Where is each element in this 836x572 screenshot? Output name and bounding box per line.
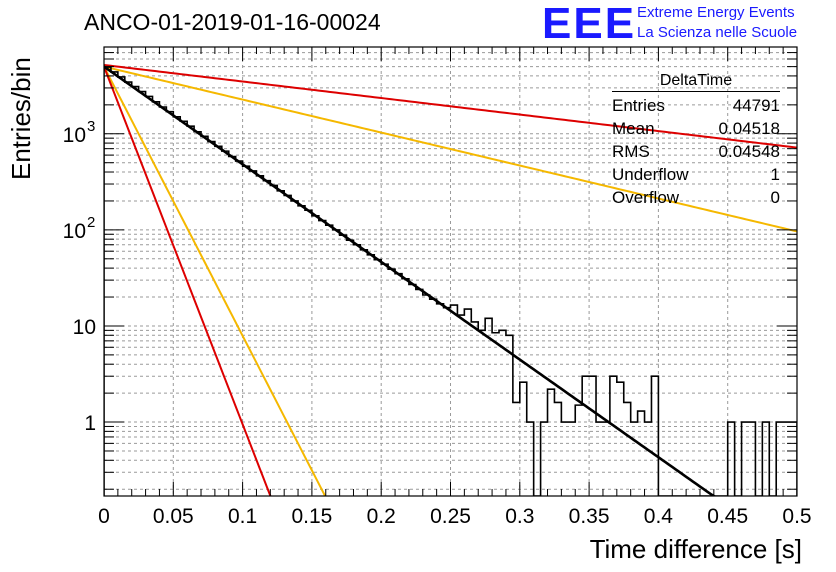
y-axis-label: Entries/bin	[6, 57, 36, 180]
y-tick-exponent: 2	[87, 214, 95, 231]
stats-row-entries: Entries 44791	[612, 94, 780, 117]
x-tick-label: 0.5	[782, 505, 811, 528]
stats-value: 0	[770, 188, 780, 207]
histogram-outline	[104, 66, 797, 496]
stats-title: DeltaTime	[612, 72, 780, 92]
fit-line-3	[104, 66, 326, 496]
x-tick-label: 0.35	[569, 505, 610, 528]
stats-label: Entries	[612, 96, 665, 115]
stats-value: 0.04548	[718, 142, 780, 161]
fit-line-2	[104, 65, 797, 233]
stats-row-rms: RMS 0.04548	[612, 140, 780, 163]
stats-row-mean: Mean 0.04518	[612, 117, 780, 140]
y-tick-label: 10	[63, 220, 86, 243]
logo-caption-line1: Extreme Energy Events	[637, 4, 795, 21]
x-tick-label: 0.05	[153, 505, 194, 528]
x-tick-label: 0	[98, 505, 110, 528]
fit-line-4	[104, 66, 272, 496]
y-tick-exponent: 3	[87, 118, 95, 135]
fit-line-1	[104, 63, 797, 149]
y-tick-label: 10	[73, 316, 96, 339]
stats-label: Overflow	[612, 188, 680, 207]
x-tick-label: 0.25	[430, 505, 471, 528]
y-axis-label-wrapper: Entries/bin	[6, 57, 40, 181]
logo-caption-line2: La Scienza nelle Scuole	[637, 24, 798, 41]
x-tick-label: 0.3	[505, 505, 534, 528]
stats-row-underflow: Underflow 1	[612, 163, 780, 186]
y-tick-label: 10	[63, 124, 86, 147]
stats-label: RMS	[612, 142, 650, 161]
stats-row-overflow: Overflow 0	[612, 186, 780, 209]
chart-title: ANCO-01-2019-01-16-00024	[84, 9, 381, 35]
stats-label: Mean	[612, 119, 655, 138]
x-tick-label: 0.15	[291, 505, 332, 528]
fit-line-main	[104, 65, 717, 496]
x-tick-label: 0.2	[367, 505, 396, 528]
eee-logo: EEE	[542, 0, 637, 48]
y-tick-label: 1	[84, 412, 96, 435]
x-tick-label: 0.4	[644, 505, 674, 528]
stats-value: 0.04518	[718, 119, 780, 138]
x-axis-label: Time difference [s]	[589, 534, 802, 564]
x-tick-label: 0.45	[707, 505, 748, 528]
stats-box: DeltaTime Entries 44791 Mean 0.04518 RMS…	[612, 72, 780, 209]
stats-value: 44791	[732, 96, 780, 115]
x-tick-label: 0.1	[228, 505, 257, 528]
stats-label: Underflow	[612, 165, 689, 184]
stats-value: 1	[770, 165, 780, 184]
